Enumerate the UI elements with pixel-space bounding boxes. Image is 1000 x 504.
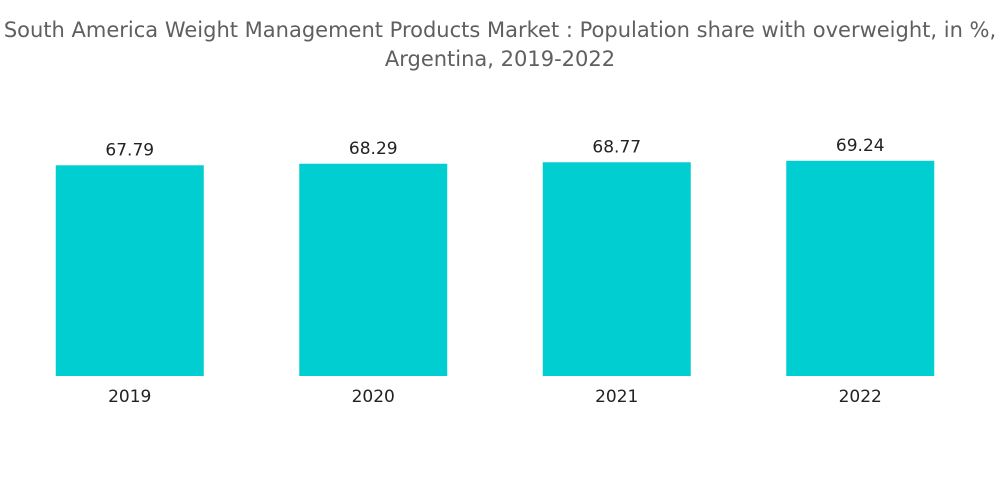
bars-layer xyxy=(55,160,935,376)
bar-2020 xyxy=(299,163,448,376)
x-tick-label-2021: 2021 xyxy=(595,387,638,407)
x-axis-ticks-layer: 2019 2020 2021 2022 xyxy=(108,387,882,407)
value-labels-layer: 67.79 68.29 68.77 69.24 xyxy=(105,136,884,161)
x-tick-label-2019: 2019 xyxy=(108,387,151,407)
data-label-2022: 69.24 xyxy=(836,136,885,156)
bar-2021 xyxy=(542,162,691,376)
x-tick-label-2020: 2020 xyxy=(352,387,395,407)
bar-2019 xyxy=(55,165,204,376)
data-label-2019: 67.79 xyxy=(105,140,154,160)
data-label-2021: 68.77 xyxy=(592,137,641,157)
x-tick-label-2022: 2022 xyxy=(839,387,882,407)
data-label-2020: 68.29 xyxy=(349,139,398,159)
bar-2022 xyxy=(786,160,935,376)
chart-title: South America Weight Management Products… xyxy=(3,18,997,71)
